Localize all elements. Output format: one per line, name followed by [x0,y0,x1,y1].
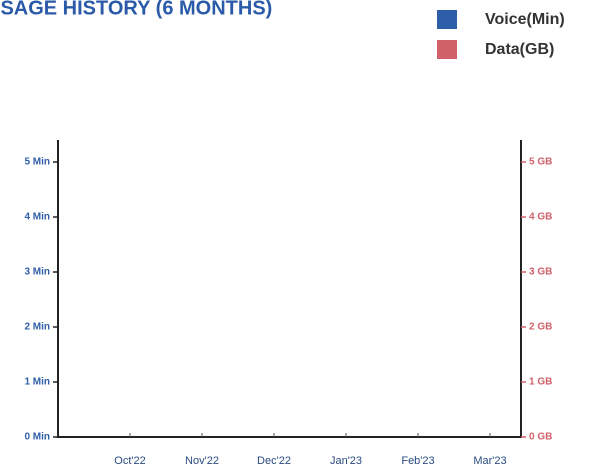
y-tick-label: 1 Min [24,377,50,388]
x-tick-label: Oct'22 [114,455,145,467]
legend-label: Data(GB) [485,41,554,58]
x-tick-label: Feb'23 [401,455,434,467]
legend-label: Voice(Min) [485,11,565,28]
y-tick-label: 0 Min [24,432,50,443]
y2-tick-label: 3 GB [529,267,552,278]
chart-title: USAGE HISTORY (6 MONTHS) [0,0,272,19]
y-tick-label: 5 Min [24,157,50,168]
legend-swatch [437,40,457,59]
y2-tick-label: 4 GB [529,212,552,223]
y2-tick-label: 0 GB [529,432,552,443]
y-tick-label: 3 Min [24,267,50,278]
x-tick-label: Nov'22 [185,455,219,467]
y-tick-label: 4 Min [24,212,50,223]
y2-tick-label: 2 GB [529,322,552,333]
legend-swatch [437,10,457,29]
x-tick-label: Jan'23 [330,455,362,467]
x-tick-label: Mar'23 [473,455,506,467]
y2-tick-label: 1 GB [529,377,552,388]
y-tick-label: 2 Min [24,322,50,333]
x-tick-label: Dec'22 [257,455,291,467]
y2-tick-label: 5 GB [529,157,552,168]
